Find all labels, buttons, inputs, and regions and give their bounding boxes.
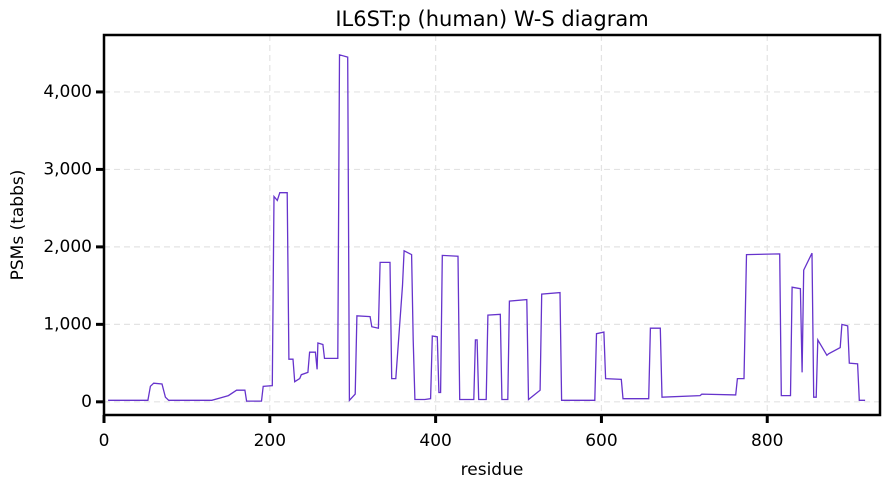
y-tick-label: 0 (81, 392, 92, 412)
y-tick-label: 1,000 (43, 314, 92, 334)
x-tick-label: 400 (419, 431, 451, 451)
x-axis-label: residue (461, 460, 524, 480)
y-tick-label: 2,000 (43, 237, 92, 257)
y-tick-label: 3,000 (43, 159, 92, 179)
y-axis-label: PSMs (tabbs) (8, 170, 28, 281)
chart-title: IL6ST:p (human) W-S diagram (335, 7, 648, 31)
x-tick-label: 600 (585, 431, 617, 451)
x-tick-label: 800 (751, 431, 783, 451)
y-tick-label: 4,000 (43, 82, 92, 102)
data-line (108, 53, 866, 402)
x-tick-label: 200 (254, 431, 286, 451)
x-tick-label: 0 (99, 431, 110, 451)
plot-frame (102, 33, 882, 417)
